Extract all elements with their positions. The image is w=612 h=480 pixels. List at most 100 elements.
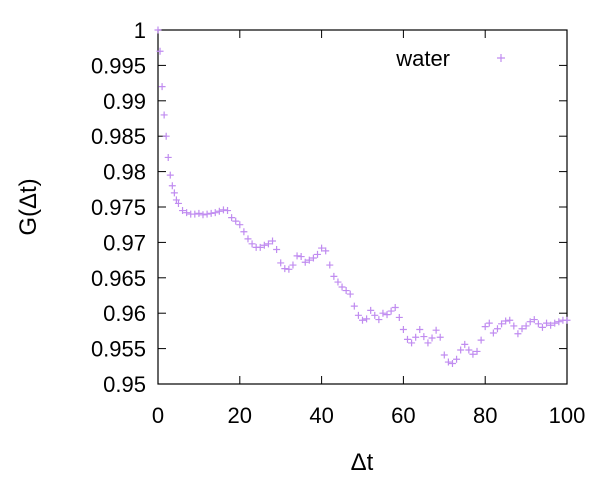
data-point: [174, 199, 182, 207]
data-point: [350, 302, 358, 310]
data-point: [203, 210, 211, 218]
data-point: [530, 316, 538, 324]
data-point: [514, 330, 522, 338]
data-point: [391, 304, 399, 312]
data-point: [518, 325, 526, 333]
data-point: [403, 335, 411, 343]
data-point: [191, 210, 199, 218]
x-tick-label: 100: [549, 403, 586, 428]
data-point: [264, 240, 272, 248]
x-tick-label: 20: [228, 403, 252, 428]
data-point: [489, 329, 497, 337]
data-point: [363, 315, 371, 323]
data-point: [158, 83, 166, 91]
data-point: [408, 339, 416, 347]
data-point: [166, 171, 174, 179]
data-point: [473, 347, 481, 355]
x-tick-label: 60: [391, 403, 415, 428]
legend-label-water: water: [395, 46, 450, 71]
legend: water: [395, 46, 505, 71]
data-point: [301, 258, 309, 266]
data-point: [228, 214, 236, 222]
data-point: [285, 265, 293, 273]
data-point: [379, 309, 387, 317]
data-point: [334, 278, 342, 286]
data-point: [346, 290, 354, 298]
data-point: [498, 320, 506, 328]
data-point: [416, 325, 424, 333]
data-point: [260, 241, 268, 249]
series-water: [154, 26, 571, 367]
data-point: [219, 206, 227, 214]
data-point: [547, 321, 555, 329]
y-tick-label: 0.995: [91, 53, 146, 78]
data-point: [211, 209, 219, 217]
data-point: [555, 318, 563, 326]
data-point: [481, 323, 489, 331]
y-tick-labels: 0.95 0.955 0.96 0.965 0.97 0.975 0.98 0.985 0.99…: [91, 18, 146, 397]
y-tick-label: 0.95: [103, 372, 146, 397]
data-point: [436, 333, 444, 341]
data-point: [162, 132, 170, 140]
y-axis-title: G(Δt): [15, 178, 42, 235]
data-point: [236, 221, 244, 229]
y-tick-label: 0.975: [91, 195, 146, 220]
data-point: [412, 333, 420, 341]
data-point: [375, 316, 383, 324]
data-point: [448, 359, 456, 367]
data-point: [534, 320, 542, 328]
data-point: [281, 265, 289, 273]
data-point: [156, 47, 164, 55]
data-point: [342, 287, 350, 295]
data-point: [522, 322, 530, 330]
data-point: [367, 306, 375, 314]
data-point: [543, 319, 551, 327]
y-tick-label: 0.965: [91, 266, 146, 291]
data-point: [461, 340, 469, 348]
x-tick-label: 80: [473, 403, 497, 428]
data-point: [326, 261, 334, 269]
data-point: [330, 272, 338, 280]
data-point: [232, 217, 240, 225]
data-point: [277, 259, 285, 267]
data-point: [420, 333, 428, 341]
y-tick-label: 0.985: [91, 124, 146, 149]
y-tick-label: 0.97: [103, 230, 146, 255]
data-point: [399, 325, 407, 333]
data-point: [224, 207, 232, 215]
data-point: [256, 243, 264, 251]
data-point: [154, 26, 162, 34]
data-point: [457, 346, 465, 354]
data-point: [160, 111, 168, 119]
data-point: [424, 339, 432, 347]
data-point: [314, 250, 322, 258]
x-tick-label: 40: [309, 403, 333, 428]
data-point: [551, 319, 559, 327]
y-tick-label: 0.98: [103, 160, 146, 185]
data-point: [338, 283, 346, 291]
data-point: [387, 307, 395, 315]
data-point: [199, 211, 207, 219]
data-point: [322, 247, 330, 255]
data-point: [309, 254, 317, 262]
tick-marks: [157, 29, 568, 385]
data-point: [477, 336, 485, 344]
data-point: [183, 209, 191, 217]
plot-frame: [157, 29, 568, 385]
data-point: [395, 313, 403, 321]
data-point: [469, 350, 477, 358]
data-point: [248, 240, 256, 248]
y-tick-label: 0.955: [91, 337, 146, 362]
data-point: [172, 196, 180, 204]
data-point: [297, 253, 305, 261]
data-point: [359, 316, 366, 324]
data-point: [168, 182, 176, 190]
data-point: [440, 351, 448, 359]
data-point: [269, 237, 277, 245]
data-point: [444, 358, 452, 366]
data-point: [453, 355, 461, 363]
data-point: [293, 252, 301, 260]
data-point: [502, 317, 510, 325]
y-tick-label: 0.99: [103, 89, 146, 114]
data-point: [318, 244, 326, 252]
